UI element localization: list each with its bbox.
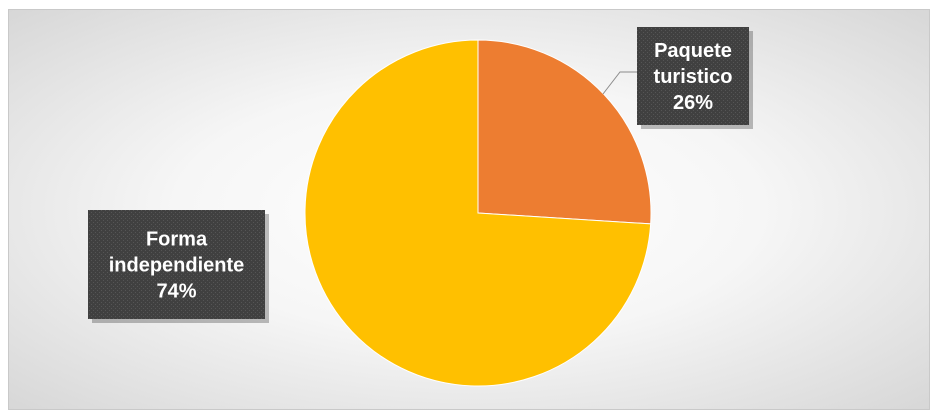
data-label-category: Paquete (654, 40, 732, 62)
data-label-forma-independiente: Forma independiente 74% (88, 210, 269, 323)
data-label-percent: 26% (673, 92, 713, 114)
data-label-percent: 74% (156, 281, 196, 303)
chart-area: Paquete turistico 26% Forma independiente 74% (8, 9, 930, 410)
leader-line-paquete (602, 71, 637, 95)
pie-chart: Paquete turistico 26% Forma independiente 74% (88, 27, 753, 387)
data-label-paquete-turistico: Paquete turistico 26% (637, 27, 753, 129)
data-label-category: Forma (146, 229, 208, 251)
pie-slice-paquete-turistico (477, 39, 652, 225)
pie-slice-forma-independiente (304, 39, 652, 387)
data-label-category: turistico (654, 66, 733, 88)
data-label-category: independiente (109, 255, 245, 277)
